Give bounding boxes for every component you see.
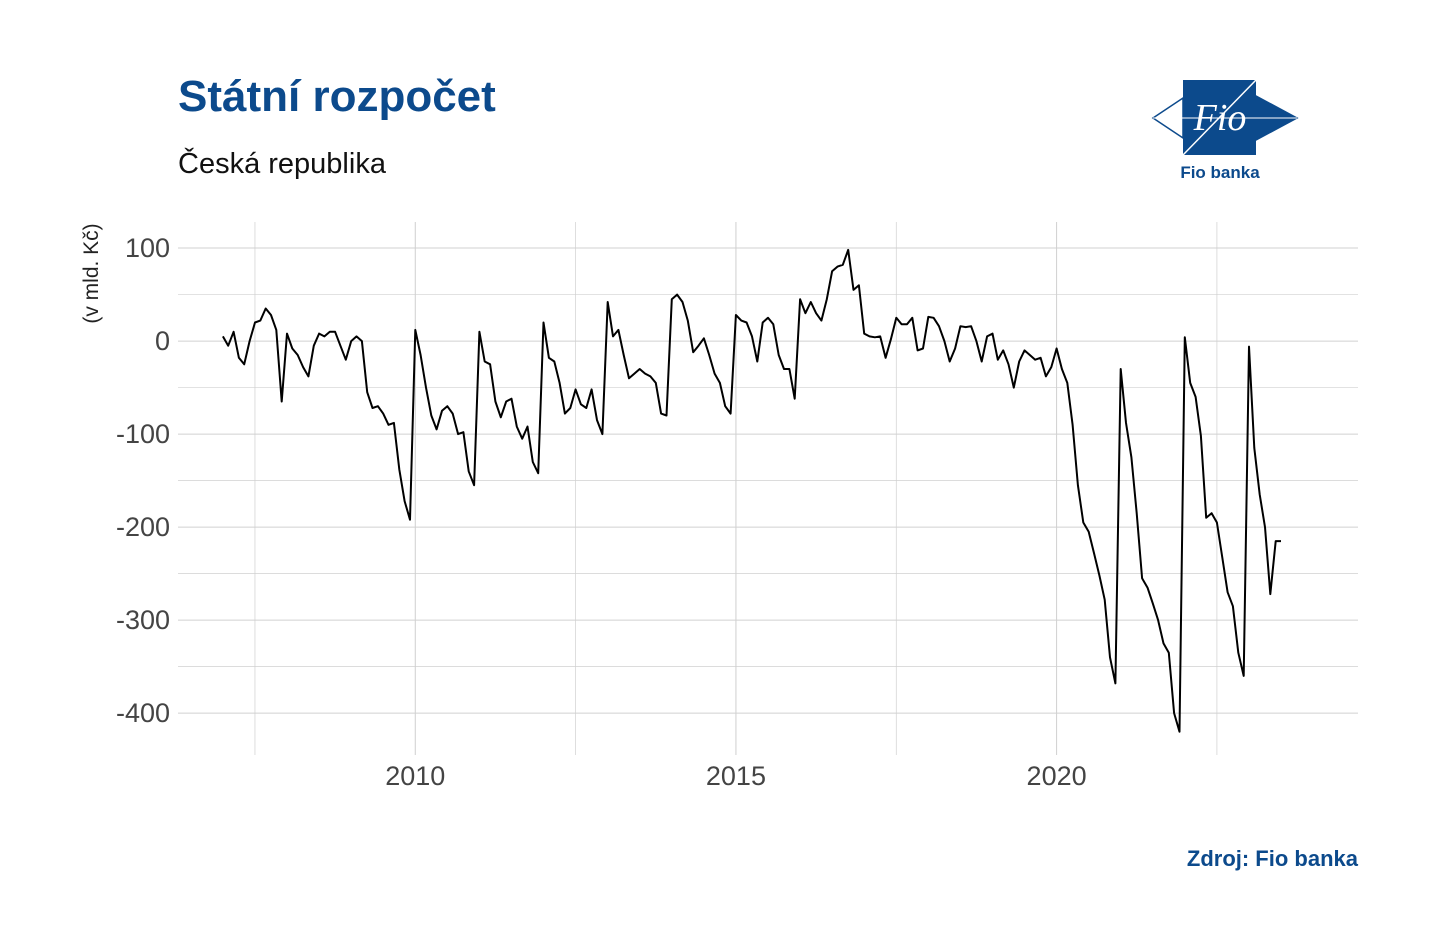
logo-caption: Fio banka [1180, 163, 1260, 182]
logo-emblem-text: Fio [1193, 97, 1247, 139]
y-tick-label: 0 [155, 326, 170, 356]
y-tick-label: 100 [125, 233, 170, 263]
grid-minor-lines [178, 222, 1358, 755]
y-tick-label: -100 [116, 419, 170, 449]
y-axis-title: (v mld. Kč) [80, 223, 103, 323]
x-tick-label: 2020 [1027, 761, 1087, 791]
x-tick-label: 2010 [385, 761, 445, 791]
y-tick-label: -400 [116, 698, 170, 728]
source-note: Zdroj: Fio banka [1186, 846, 1358, 871]
y-axis-tick-labels: 100 0 -100 -200 -300 -400 [116, 233, 170, 728]
chart-subtitle: Česká republika [178, 148, 386, 180]
y-tick-label: -200 [116, 512, 170, 542]
chart-title: Státní rozpočet [178, 72, 496, 121]
fio-banka-logo: Fio Fio banka [1151, 79, 1299, 182]
series-line [222, 248, 1281, 733]
x-axis-tick-labels: 2010 2015 2020 [385, 761, 1086, 791]
grid-major-lines [178, 222, 1358, 755]
x-tick-label: 2015 [706, 761, 766, 791]
y-tick-label: -300 [116, 605, 170, 635]
